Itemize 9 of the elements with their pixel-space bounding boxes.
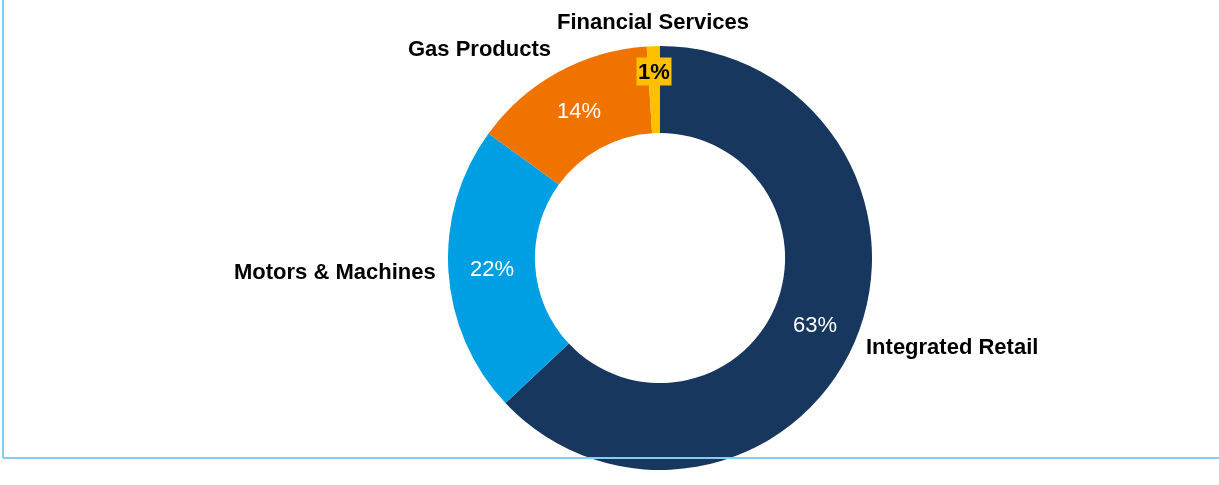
data-label: 1%: [638, 59, 670, 84]
slice-label: Motors & Machines: [234, 259, 436, 284]
data-label: 22%: [470, 256, 515, 281]
slice-label: Financial Services: [557, 9, 749, 34]
data-label: 14%: [557, 98, 602, 123]
slice-label: Gas Products: [408, 36, 552, 61]
donut-slice: [448, 133, 569, 404]
data-label: 63%: [793, 312, 838, 337]
slice-label: Integrated Retail: [866, 334, 1039, 359]
